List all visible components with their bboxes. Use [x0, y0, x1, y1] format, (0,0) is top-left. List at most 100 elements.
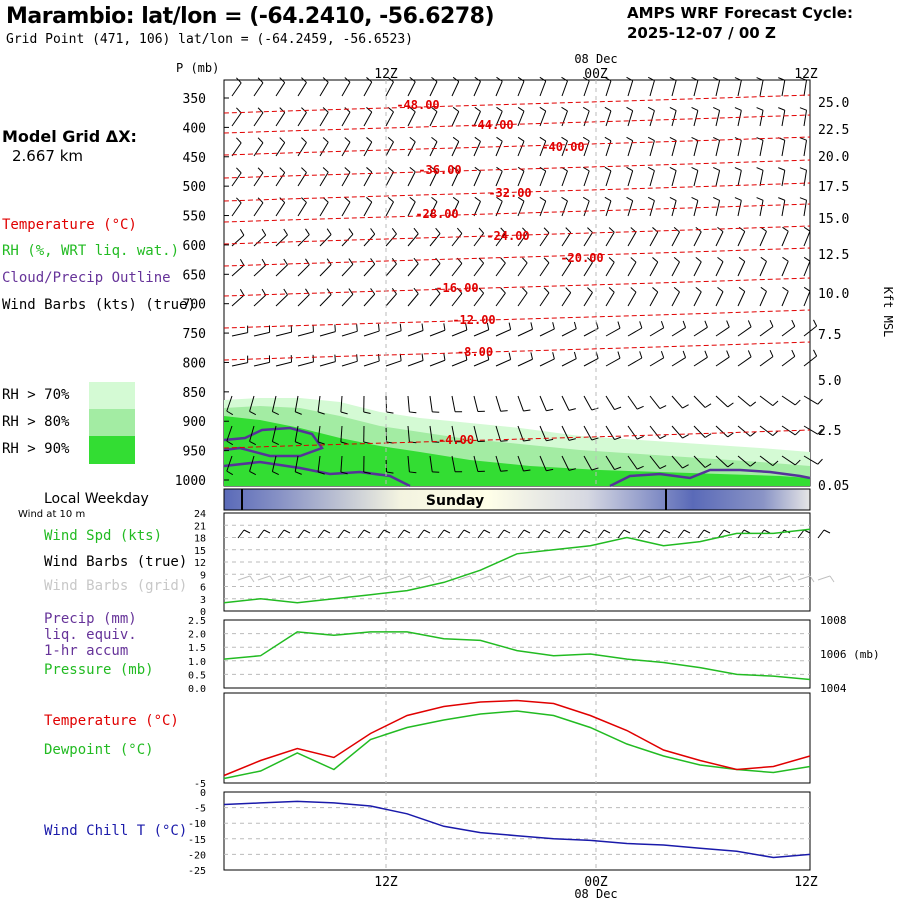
wind-barb: [737, 170, 742, 187]
wind-barb: [781, 140, 786, 157]
wind-barb-flag: [727, 432, 734, 438]
surface-barb-grid-flag: [529, 575, 535, 583]
wind-barb: [693, 291, 702, 307]
surface-barb-true-flag: [723, 529, 731, 534]
wind-barb: [297, 294, 310, 307]
wind-barb: [275, 331, 292, 337]
wind-barb-flag: [630, 287, 637, 293]
wind-barb: [627, 200, 634, 217]
wind-barb-flag: [431, 166, 438, 173]
wind-barb: [363, 141, 373, 157]
wind-barb-flag: [377, 324, 380, 332]
temperature-contour: [223, 136, 811, 156]
wind-barb: [693, 326, 708, 337]
wind-barb-flag: [431, 76, 438, 83]
legend-cloud: Cloud/Precip Outline: [2, 270, 171, 286]
height-tick-22.5: 22.5: [818, 123, 849, 138]
rh-swatch-90: [89, 436, 135, 464]
wind-barb-flag: [749, 401, 757, 407]
wind-barb: [539, 232, 550, 247]
wind-barb: [737, 326, 752, 337]
temperature-contour: [223, 429, 811, 449]
surface-barb-true: [277, 529, 285, 539]
wind-barb-flag: [522, 227, 528, 234]
y-tick-1.0: 1.0: [188, 657, 206, 668]
wind-chill-ticks: 0 -5 -10 -15 -20 -25: [188, 788, 206, 877]
wind-barb: [671, 327, 686, 337]
wind-barb: [451, 171, 460, 187]
top-tick-00z: 00Z: [584, 67, 608, 82]
wind-barb: [517, 80, 525, 97]
wind-barb-flag: [647, 166, 655, 172]
wind-barb: [495, 81, 503, 97]
surface-barb-grid-flag: [789, 575, 795, 583]
model-grid-label: Model Grid ΔX:: [2, 127, 137, 146]
wind-barb-flag: [817, 458, 823, 465]
wind-barb: [451, 263, 463, 277]
wind-barb: [407, 111, 416, 127]
wind-barb-flag: [279, 137, 286, 143]
wind-barb: [385, 81, 394, 97]
wind-barb-flag: [782, 286, 789, 292]
surface-barb-true-flag: [503, 529, 511, 534]
wind-barb: [561, 328, 577, 337]
temperature-contour: [223, 225, 811, 245]
wind-barb: [605, 455, 615, 470]
wind-barb-flag: [794, 399, 801, 406]
surface-barb-true: [397, 529, 405, 539]
surface-barb-true: [477, 529, 485, 539]
wind-barb-flag: [387, 77, 394, 83]
surface-barb-true-flag: [663, 529, 671, 534]
contour-label: -16.00: [435, 281, 478, 295]
wind-barb: [803, 455, 818, 465]
wind-barb-flag: [370, 228, 376, 235]
wind-barb: [407, 425, 410, 442]
wind-barb: [539, 358, 555, 367]
wind-barb-flag: [283, 228, 288, 236]
wind-barb: [319, 234, 332, 247]
wind-barb: [226, 395, 233, 412]
bottom-tick-12z-a: 12Z: [374, 875, 398, 890]
pressure-line: [223, 631, 811, 681]
temperature-contour: [223, 277, 811, 297]
surface-barb-grid: [417, 575, 431, 581]
wind-barb-flag: [386, 411, 394, 414]
wind-barb: [231, 202, 242, 217]
wind-barb: [429, 233, 441, 247]
surface-barb-grid: [277, 575, 291, 581]
wind-barb-flag: [749, 431, 757, 437]
wind-barb-flag: [261, 288, 267, 296]
wind-barb: [429, 455, 433, 472]
wind-barb: [429, 329, 446, 337]
wind-chill-legend: Wind Chill T (°C): [44, 823, 188, 839]
wind-barb-flag: [523, 409, 531, 412]
wind-barb: [539, 292, 550, 307]
wind-barb: [297, 202, 307, 217]
wind-barb-flag: [691, 136, 699, 141]
y-tick--10: -10: [188, 819, 206, 830]
surface-barb-grid-flag: [489, 575, 495, 583]
top-tick-12z-a: 12Z: [374, 67, 398, 82]
temperature-contour: [223, 182, 811, 202]
wind-barb: [561, 455, 570, 471]
wind-barb: [605, 262, 615, 277]
wind-barb-flag: [363, 411, 371, 415]
wind-barb: [319, 82, 329, 97]
model-grid-value: 2.667 km: [12, 147, 84, 165]
wind-barb-flag: [749, 461, 757, 467]
wind-barb: [605, 80, 612, 97]
wind-barb-flag: [617, 321, 621, 329]
wind-barb: [385, 201, 394, 217]
surface-barb-grid-flag: [249, 575, 255, 583]
wind-barb-flag: [573, 321, 577, 329]
wind-barb: [363, 81, 373, 97]
wind-barb-flag: [546, 468, 554, 472]
wind-barb: [649, 395, 661, 409]
wind-barb-flag: [413, 257, 419, 265]
wind-barb: [231, 142, 242, 157]
wind-barb-flag: [435, 227, 441, 234]
dewpoint-legend: Dewpoint (°C): [44, 742, 154, 758]
wind-barb: [473, 81, 481, 97]
rh-swatch-70: [89, 382, 135, 409]
contour-label: -40.00: [541, 140, 584, 154]
